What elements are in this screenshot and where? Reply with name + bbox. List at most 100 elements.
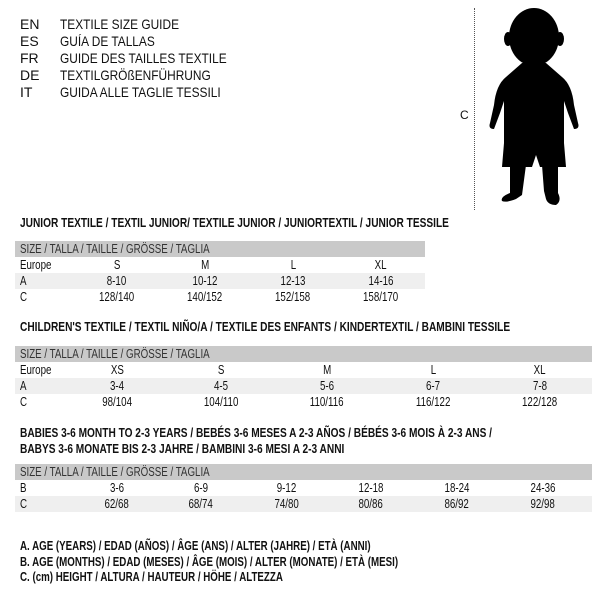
table-cell: S xyxy=(181,362,261,378)
text: ES xyxy=(20,33,39,49)
size-header-row: SIZE / TALLA / TAILLE / GRÖSSE / TAGLIA xyxy=(15,241,425,257)
text: GUIDA ALLE TAGLIE TESSILI xyxy=(60,84,221,100)
text: CHILDREN'S TEXTILE / TEXTIL NIÑO/A / TEX… xyxy=(20,319,511,334)
text: 152/158 xyxy=(275,290,311,304)
text: A xyxy=(20,274,27,288)
text: Europe xyxy=(20,258,52,272)
text: SIZE / TALLA / TAILLE / GRÖSSE / TAGLIA xyxy=(20,347,210,361)
table-row: C 62/68 68/74 74/80 80/86 86/92 92/98 xyxy=(15,496,592,512)
text: 140/152 xyxy=(187,290,223,304)
text: 128/140 xyxy=(99,290,135,304)
text: S xyxy=(113,258,121,272)
table-title-babies: BABIES 3-6 MONTH TO 2-3 YEARS / BEBÉS 3-… xyxy=(20,425,600,440)
table-cell: 24-36 xyxy=(503,480,583,496)
table-cell: 122/128 xyxy=(500,394,580,410)
text: B. AGE (MONTHS) / EDAD (MESES) / ÂGE (MO… xyxy=(20,555,399,569)
table-cell: 9-12 xyxy=(247,480,327,496)
text: C. (cm) HEIGHT / ALTURA / HAUTEUR / HÖHE… xyxy=(20,570,283,584)
table-cell: 3-4 xyxy=(77,378,157,394)
text: SIZE / TALLA / TAILLE / GRÖSSE / TAGLIA xyxy=(20,465,210,479)
table-cell: 4-5 xyxy=(181,378,261,394)
text: 158/170 xyxy=(363,290,399,304)
table-cell: 62/68 xyxy=(77,496,157,512)
table-cell: 158/170 xyxy=(341,289,421,305)
text: 6-9 xyxy=(193,481,209,495)
table-cell: 12-13 xyxy=(253,273,333,289)
table-cell: M xyxy=(165,257,245,273)
text: XS xyxy=(110,363,124,377)
child-silhouette-icon xyxy=(489,8,579,205)
text: 116/122 xyxy=(415,395,451,409)
text: 80/86 xyxy=(358,497,384,511)
table-cell: 116/122 xyxy=(393,394,473,410)
table-cell: 8-10 xyxy=(77,273,157,289)
table-cell: 3-6 xyxy=(77,480,157,496)
table-cell: 6-7 xyxy=(393,378,473,394)
text: DE xyxy=(20,67,40,83)
table-row: C 98/104 104/110 110/116 116/122 122/128 xyxy=(15,394,592,410)
table-cell: XL xyxy=(500,362,580,378)
legend-a: A. AGE (YEARS) / EDAD (AÑOS) / ÂGE (ANS)… xyxy=(20,539,470,553)
text: BABIES 3-6 MONTH TO 2-3 YEARS / BEBÉS 3-… xyxy=(20,425,492,440)
table-cell: 68/74 xyxy=(161,496,241,512)
table-cell: 104/110 xyxy=(181,394,261,410)
table-cell: 152/158 xyxy=(253,289,333,305)
text: 14-16 xyxy=(368,274,394,288)
text: XL xyxy=(375,258,387,272)
table-cell: 7-8 xyxy=(500,378,580,394)
text: 12-18 xyxy=(358,481,384,495)
text: 104/110 xyxy=(203,395,239,409)
table-row: A 8-10 10-12 12-13 14-16 xyxy=(15,273,425,289)
text: 8-10 xyxy=(107,274,127,288)
text: 122/128 xyxy=(522,395,558,409)
table-cell: 98/104 xyxy=(77,394,157,410)
text: S xyxy=(217,363,225,377)
size-header-row: SIZE / TALLA / TAILLE / GRÖSSE / TAGLIA xyxy=(15,346,592,362)
text: 18-24 xyxy=(444,481,470,495)
text: 110/116 xyxy=(310,395,344,409)
legend-c: C. (cm) HEIGHT / ALTURA / HAUTEUR / HÖHE… xyxy=(20,570,357,584)
legend-b: B. AGE (MONTHS) / EDAD (MESES) / ÂGE (MO… xyxy=(20,555,505,569)
text: A xyxy=(20,379,27,393)
table-cell: 10-12 xyxy=(165,273,245,289)
table-title-children: CHILDREN'S TEXTILE / TEXTIL NIÑO/A / TEX… xyxy=(20,319,600,334)
text: M xyxy=(322,363,332,377)
table-cell: 110/116 xyxy=(287,394,367,410)
table-cell: 74/80 xyxy=(247,496,327,512)
table-cell: 92/98 xyxy=(503,496,583,512)
table-cell: 128/140 xyxy=(77,289,157,305)
text: IT xyxy=(20,84,33,100)
table-cell: 140/152 xyxy=(165,289,245,305)
table-cell: 5-6 xyxy=(287,378,367,394)
text: BABYS 3-6 MONATE BIS 2-3 JAHRE / BAMBINI… xyxy=(20,441,345,456)
table-cell: XS xyxy=(77,362,157,378)
text: B xyxy=(20,481,27,495)
text: 3-4 xyxy=(109,379,125,393)
table-junior: SIZE / TALLA / TAILLE / GRÖSSE / TAGLIA … xyxy=(15,241,425,305)
table-row: B 3-6 6-9 9-12 12-18 18-24 24-36 xyxy=(15,480,592,496)
text: TEXTILE SIZE GUIDE xyxy=(60,16,180,32)
table-cell: 86/92 xyxy=(417,496,497,512)
text: 4-5 xyxy=(213,379,229,393)
table-row: Europe XS S M L XL xyxy=(15,362,592,378)
text: 10-12 xyxy=(192,274,218,288)
table-cell: M xyxy=(287,362,367,378)
text: EN xyxy=(20,16,40,32)
table-cell: L xyxy=(253,257,333,273)
table-title-junior: JUNIOR TEXTILE / TEXTIL JUNIOR/ TEXTILE … xyxy=(20,215,570,230)
text: JUNIOR TEXTILE / TEXTIL JUNIOR/ TEXTILE … xyxy=(20,215,449,230)
table-cell: 12-18 xyxy=(331,480,411,496)
text: 92/98 xyxy=(530,497,556,511)
height-line xyxy=(474,8,475,210)
table-title-babies-line2: BABYS 3-6 MONATE BIS 2-3 JAHRE / BAMBINI… xyxy=(20,441,436,456)
table-row: C 128/140 140/152 152/158 158/170 xyxy=(15,289,425,305)
table-cell: S xyxy=(77,257,157,273)
text: 62/68 xyxy=(104,497,130,511)
text: 9-12 xyxy=(277,481,297,495)
text: 98/104 xyxy=(102,395,132,409)
text: L xyxy=(290,258,296,272)
table-cell: L xyxy=(393,362,473,378)
table-cell: 80/86 xyxy=(331,496,411,512)
table-cell: 6-9 xyxy=(161,480,241,496)
text: 5-6 xyxy=(319,379,335,393)
